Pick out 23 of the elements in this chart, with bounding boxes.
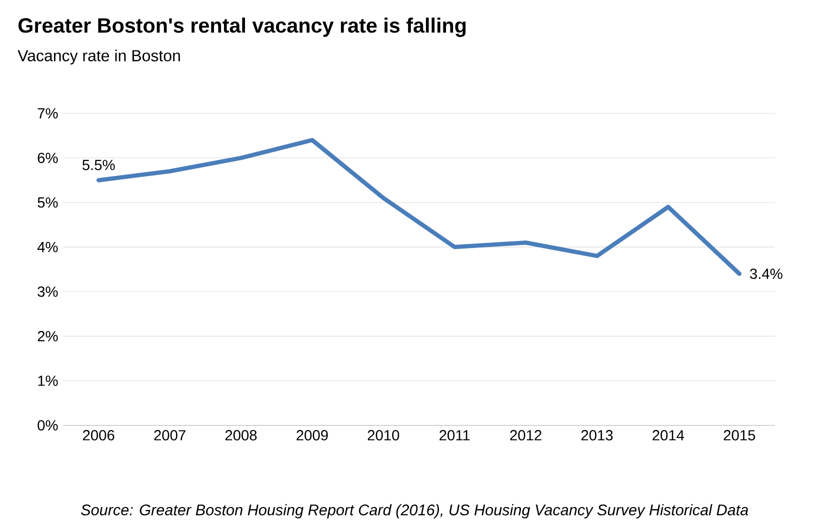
source-note: Source: Greater Boston Housing Report Card (2016), US Housing Vacancy Survey Historical Data (81, 504, 748, 518)
y-tick-label: 4% (37, 242, 58, 252)
x-tick-label: 2014 (652, 430, 684, 440)
y-tick-label: 1% (38, 375, 58, 386)
data-label: 3.4% (750, 268, 782, 279)
y-tick-label: 6% (38, 152, 58, 163)
x-tick-label: 2010 (368, 430, 400, 440)
y-tick-label: 3% (38, 286, 58, 297)
x-tick-label: 2006 (83, 430, 114, 440)
y-tick-label: 0% (38, 420, 58, 430)
x-tick-label: 2015 (724, 430, 756, 440)
x-tick-label: 2007 (154, 430, 186, 440)
x-tick-label: 2008 (225, 430, 257, 440)
y-tick-label: 2% (38, 330, 58, 342)
data-label: 5.5% (82, 160, 115, 170)
x-tick-label: 2012 (510, 430, 542, 440)
y-tick-label: 7% (38, 108, 58, 118)
chart-subtitle: Vacancy rate in Boston (18, 49, 180, 64)
x-tick-label: 2009 (296, 430, 328, 440)
x-tick-label: 2013 (581, 430, 613, 440)
x-tick-label: 2011 (440, 430, 470, 440)
y-tick-label: 5% (38, 197, 58, 208)
chart-title: Greater Boston's rental vacancy rate is falling (18, 17, 466, 37)
